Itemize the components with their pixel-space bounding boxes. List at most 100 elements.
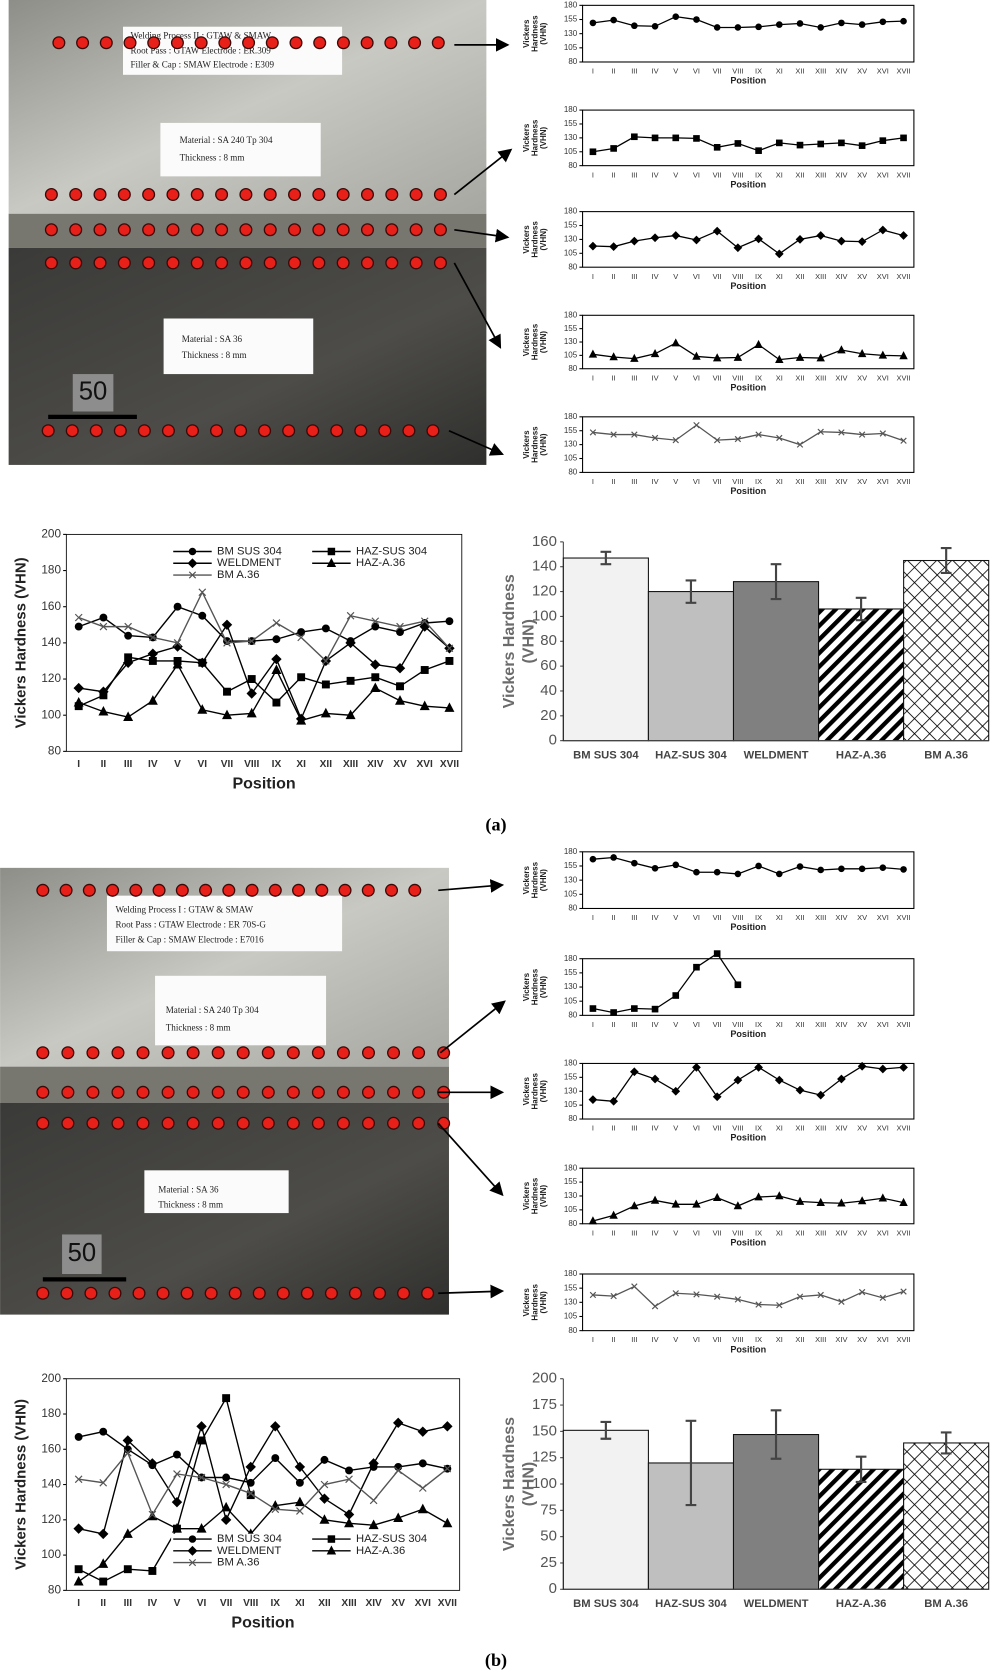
point xyxy=(755,431,762,438)
point xyxy=(816,353,825,362)
point xyxy=(712,1192,722,1201)
y-axis-title: (VHN) xyxy=(519,1462,537,1506)
y-tick-label: 130 xyxy=(564,982,578,991)
indent-point xyxy=(336,1116,350,1130)
x-tick-label: XI xyxy=(776,1335,783,1344)
point xyxy=(122,1528,133,1538)
indent-point xyxy=(215,223,229,237)
x-tick-label: V xyxy=(673,272,678,281)
bar-chart: 0 25 50 75 100 125 150 175 200 Vickers Hardness (V… xyxy=(500,1370,990,1610)
point xyxy=(149,633,157,642)
point xyxy=(394,1466,403,1475)
point xyxy=(692,351,701,360)
indent-point xyxy=(384,36,398,50)
x-tick-label: XVI xyxy=(877,67,889,76)
series-line xyxy=(78,1430,448,1484)
legend-bg xyxy=(171,1545,305,1557)
x-tick-label: XVI xyxy=(877,170,889,179)
indent-point xyxy=(111,1085,125,1099)
weld-photo: Welding Process I : GTAW & SMAW Root Pass… xyxy=(0,867,451,1315)
x-tick-label: XVII xyxy=(896,913,910,922)
x-tick-label: IX xyxy=(272,759,282,770)
indent-point xyxy=(84,1286,98,1300)
series-line xyxy=(592,424,904,446)
point xyxy=(222,1473,231,1482)
x-tick-label: IX xyxy=(755,67,762,76)
x-tick-label: XIV xyxy=(835,373,847,382)
x-tick-label: II xyxy=(612,477,616,486)
x-tick-label: XII xyxy=(795,477,804,486)
x-tick-label: II xyxy=(612,913,616,922)
indent-point xyxy=(76,36,90,50)
point xyxy=(271,1505,280,1514)
point xyxy=(775,354,784,363)
point xyxy=(692,1199,701,1208)
point xyxy=(755,862,762,870)
point xyxy=(754,1062,763,1072)
point xyxy=(672,436,679,444)
indent-point xyxy=(93,256,107,270)
y-axis-title: Hardness xyxy=(531,1072,540,1109)
point xyxy=(196,1421,207,1432)
indent-point xyxy=(129,883,143,897)
y-tick-label: 155 xyxy=(564,221,578,230)
y-axis-title: Vickers xyxy=(522,1288,531,1317)
point xyxy=(734,870,742,878)
point xyxy=(651,22,659,30)
x-tick-label: WELDMENT xyxy=(744,750,809,762)
point xyxy=(148,1510,157,1519)
x-tick-label: XVI xyxy=(417,759,434,770)
point xyxy=(630,1201,639,1210)
y-tick-label: 180 xyxy=(564,207,578,216)
indent-point xyxy=(282,424,296,438)
y-axis-title: (VHN) xyxy=(539,976,548,999)
photo-label: Welding Process II : GTAW & SMAW xyxy=(130,30,271,40)
y-axis-title: Hardness xyxy=(531,221,540,258)
x-tick-label: VI xyxy=(693,272,700,281)
point xyxy=(344,1517,355,1528)
point xyxy=(271,1454,280,1463)
y-tick-label: 130 xyxy=(564,440,578,449)
point xyxy=(99,613,108,622)
x-tick-label: VIII xyxy=(732,170,743,179)
point xyxy=(610,854,617,861)
x-tick-label: VIII xyxy=(732,913,743,922)
indent-point xyxy=(385,883,399,897)
indent-point xyxy=(433,188,447,202)
point xyxy=(900,17,907,25)
indent-point xyxy=(218,36,232,50)
point xyxy=(322,657,330,665)
x-tick-label: VII xyxy=(713,1335,722,1344)
x-tick-label: XI xyxy=(776,272,783,281)
point xyxy=(589,148,597,156)
y-axis-title: Hardness xyxy=(531,1177,540,1214)
y-tick-label: 80 xyxy=(568,1010,577,1019)
indent-point xyxy=(433,256,447,270)
x-tick-label: XI xyxy=(776,1020,783,1029)
y-tick-label: 80 xyxy=(540,632,557,649)
y-tick-label: 180 xyxy=(564,1269,578,1278)
point xyxy=(774,249,784,259)
point xyxy=(98,1528,109,1540)
x-tick-label: VIII xyxy=(732,1124,743,1133)
point xyxy=(420,617,429,626)
point xyxy=(417,1426,428,1437)
caption: (a) xyxy=(485,814,506,835)
indent-point xyxy=(52,36,66,50)
point xyxy=(900,437,907,444)
photo-label: Root Pass : GTAW Electrode : ER 70S-G xyxy=(116,920,267,930)
point xyxy=(671,1086,681,1096)
x-tick-label: V xyxy=(673,373,678,382)
series-line xyxy=(78,605,450,642)
point xyxy=(838,19,845,27)
indent-point xyxy=(409,223,423,237)
point xyxy=(188,1558,197,1567)
y-tick-label: 105 xyxy=(564,996,578,1005)
indent-point xyxy=(36,1116,50,1130)
indent-point xyxy=(360,36,374,50)
point xyxy=(857,349,867,358)
error-bar xyxy=(685,1419,697,1507)
point xyxy=(420,666,429,674)
y-axis-title: (VHN) xyxy=(539,126,548,149)
